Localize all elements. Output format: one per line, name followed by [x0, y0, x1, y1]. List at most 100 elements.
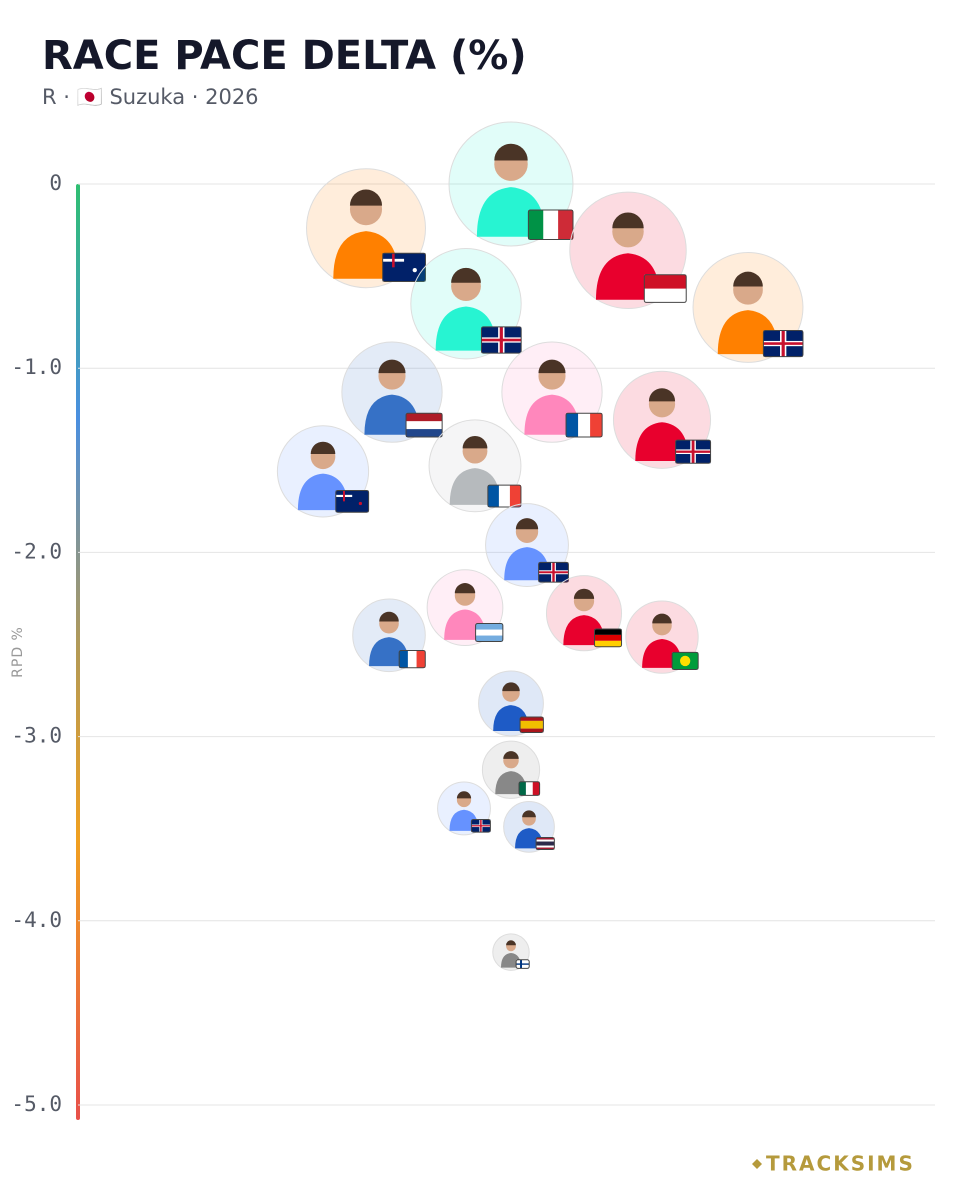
- flag-part: [552, 562, 555, 583]
- flag-part: [594, 634, 622, 641]
- driver-marker: [501, 341, 603, 443]
- driver-hair: [648, 388, 676, 402]
- flag-part: [691, 440, 695, 464]
- driver-hair: [310, 441, 336, 455]
- flag-part: [590, 413, 603, 438]
- y-tick-label: -5.0: [11, 1092, 62, 1116]
- driver-marker: [692, 251, 804, 363]
- flag-border: [535, 837, 555, 851]
- flag-border: [671, 651, 699, 671]
- flag-part: [475, 635, 503, 642]
- flag-part: [679, 655, 691, 667]
- driver-hair: [456, 791, 472, 799]
- driver-hair: [494, 143, 528, 161]
- y-tick-label: 0: [49, 171, 62, 195]
- driver-marker: [306, 168, 426, 289]
- driver-hair: [522, 810, 536, 818]
- driver-marker: [437, 781, 491, 836]
- driver-hair: [503, 751, 519, 759]
- driver-hair: [506, 940, 516, 946]
- driver-marker: [352, 598, 426, 673]
- flag-part: [520, 728, 544, 733]
- driver-marker: [485, 503, 569, 587]
- driver-hair: [612, 212, 644, 229]
- flag-border: [470, 819, 491, 833]
- driver-marker: [478, 670, 544, 737]
- flag-border: [518, 781, 541, 796]
- y-tick-label: -1.0: [11, 355, 62, 379]
- flag-part: [406, 413, 443, 422]
- flag-part: [644, 274, 687, 289]
- y-tick-label: -3.0: [11, 724, 62, 748]
- driver-hair: [515, 518, 539, 530]
- flag-part: [536, 841, 555, 846]
- flag-part: [499, 326, 503, 354]
- flag-part: [509, 485, 521, 507]
- flag-part: [342, 490, 345, 502]
- flag-border: [382, 252, 426, 282]
- driver-marker: [545, 575, 623, 652]
- flag-border: [475, 623, 504, 643]
- driver-hair: [733, 271, 763, 287]
- driver-marker: [276, 425, 370, 518]
- driver-marker: [448, 121, 574, 247]
- flag-border: [565, 412, 603, 438]
- flag-border: [515, 959, 530, 969]
- flag-border: [643, 274, 687, 303]
- flag-part: [487, 485, 499, 507]
- driver-marker: [410, 248, 522, 360]
- flag-part: [416, 650, 426, 668]
- y-tick-label: -2.0: [11, 539, 62, 563]
- driver-hair: [502, 682, 520, 692]
- flag-border: [519, 716, 544, 733]
- driver-marker: [492, 933, 530, 971]
- chart-title: RACE PACE DELTA (%): [42, 33, 527, 79]
- flag-part: [558, 210, 573, 240]
- flag-border: [398, 650, 426, 669]
- driver-hair: [451, 267, 481, 283]
- driver-marker: [426, 569, 504, 647]
- driver-hair: [573, 588, 595, 599]
- flag-part: [520, 720, 544, 729]
- flag-part: [566, 413, 579, 438]
- flag-part: [406, 429, 443, 438]
- flag-border: [405, 412, 443, 438]
- y-axis-label: RPD %: [10, 626, 26, 678]
- driver-marker: [612, 370, 712, 469]
- driver-marker: [569, 191, 687, 310]
- flag-border: [480, 326, 522, 354]
- brand: TRACKSIMS: [752, 1152, 915, 1176]
- flag-part: [480, 819, 482, 833]
- flag-part: [594, 628, 622, 635]
- flag-part: [516, 963, 530, 965]
- flag-border: [594, 628, 623, 648]
- brand-name: TRACKSIMS: [766, 1152, 915, 1176]
- driver-marker: [503, 801, 555, 853]
- flag-part: [536, 847, 555, 850]
- driver-hair: [652, 613, 672, 624]
- flag-part: [392, 253, 395, 268]
- flag-part: [781, 330, 785, 357]
- flag-part: [399, 650, 408, 668]
- driver-hair: [462, 435, 488, 449]
- driver-marker: [625, 600, 699, 674]
- driver-hair: [538, 359, 566, 374]
- flag-border: [538, 561, 569, 583]
- flag-border: [487, 484, 522, 508]
- driver-marker: [481, 740, 541, 799]
- driver-hair: [454, 583, 476, 594]
- flag-part: [358, 501, 363, 506]
- y-axis-line: [76, 184, 80, 1120]
- flag-part: [536, 837, 555, 840]
- driver-hair: [379, 611, 399, 622]
- flag-part: [594, 640, 622, 647]
- driver-marker: [341, 341, 443, 443]
- flag-part: [520, 717, 544, 721]
- flag-part: [519, 781, 526, 796]
- flag-part: [532, 781, 540, 796]
- flag-part: [475, 623, 503, 630]
- flag-border: [675, 439, 712, 464]
- flag-border: [762, 329, 804, 358]
- flag-border: [527, 209, 574, 241]
